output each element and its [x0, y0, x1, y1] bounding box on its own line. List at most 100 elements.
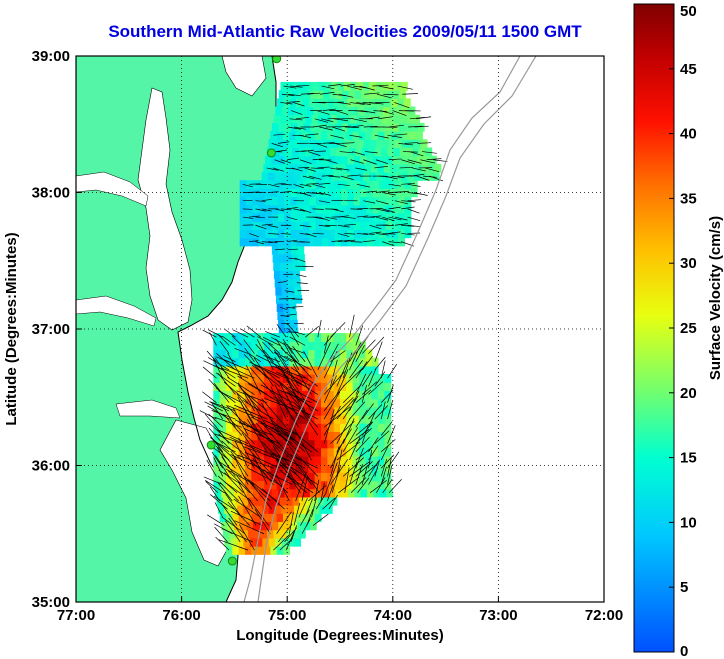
velocity-cell — [322, 237, 329, 247]
velocity-arrow — [228, 418, 255, 444]
velocity-arrow — [224, 328, 236, 338]
velocity-cell — [319, 505, 327, 514]
velocity-arrow — [213, 495, 235, 510]
velocity-cell — [309, 521, 317, 531]
velocity-cell — [244, 357, 252, 367]
colorbar-tick-label: 50 — [680, 3, 697, 20]
velocity-arrow — [255, 216, 266, 219]
velocity-cell — [282, 464, 290, 473]
velocity-arrow — [280, 159, 292, 164]
velocity-cell — [373, 488, 381, 498]
velocity-cell — [300, 139, 308, 149]
velocity-cell — [305, 114, 313, 124]
velocity-cell — [378, 480, 385, 490]
velocity-cell — [366, 488, 374, 498]
velocity-arrow — [288, 512, 294, 534]
velocity-arrow — [407, 159, 422, 164]
velocity-cell — [219, 480, 227, 490]
velocity-cell — [322, 180, 329, 190]
velocity-cell — [232, 365, 240, 375]
velocity-cell — [367, 90, 375, 99]
velocity-cell — [352, 390, 360, 400]
velocity-cell — [346, 341, 354, 351]
velocity-cell — [232, 398, 240, 408]
velocity-cell — [323, 90, 331, 99]
velocity-arrow — [210, 437, 230, 453]
velocity-cell — [263, 464, 271, 473]
velocity-cell — [308, 414, 316, 424]
velocity-arrow — [217, 481, 233, 502]
velocity-cell — [358, 131, 366, 140]
velocity-cell — [270, 546, 278, 555]
velocity-arrow — [222, 355, 236, 363]
velocity-arrow — [268, 241, 278, 243]
velocity-cell — [285, 147, 293, 157]
velocity-cell — [340, 349, 347, 359]
velocity-arrow — [215, 365, 236, 379]
velocity-arrow — [272, 445, 293, 477]
albemarle-sound — [115, 399, 181, 419]
velocity-arrow — [321, 85, 335, 90]
velocity-cell — [270, 357, 278, 367]
velocity-arrow — [363, 200, 376, 204]
velocity-cell — [308, 406, 316, 416]
velocity-arrow — [202, 329, 217, 338]
velocity-arrow — [359, 85, 375, 91]
velocity-cell — [244, 546, 252, 555]
velocity-cell — [314, 131, 322, 140]
velocity-arrow — [243, 354, 268, 379]
velocity-arrow — [337, 224, 350, 228]
velocity-arrow — [288, 328, 300, 346]
velocity-cell — [340, 398, 347, 408]
velocity-arrow — [209, 486, 220, 502]
velocity-arrow — [323, 384, 345, 412]
velocity-cell — [327, 464, 335, 473]
velocity-cell — [314, 406, 322, 416]
velocity-cell — [295, 357, 303, 367]
velocity-cell — [378, 431, 385, 441]
velocity-arrow — [299, 159, 312, 165]
velocity-arrow — [276, 323, 287, 338]
velocity-cell — [295, 431, 303, 441]
isobath-contour-2 — [257, 56, 537, 602]
velocity-cell — [257, 423, 265, 432]
velocity-cell — [270, 398, 278, 408]
velocity-arrow — [387, 465, 393, 485]
velocity-arrow — [242, 399, 274, 420]
velocity-cell — [213, 365, 221, 375]
velocity-cell — [289, 480, 297, 490]
velocity-cell — [244, 447, 252, 457]
velocity-cell — [272, 253, 280, 263]
velocity-cell — [371, 374, 379, 383]
velocity-cell — [257, 341, 265, 351]
velocity-arrow — [234, 440, 249, 469]
velocity-cell — [287, 505, 295, 514]
velocity-cell — [232, 464, 240, 473]
velocity-cell — [295, 480, 303, 490]
stations — [206, 56, 282, 566]
velocity-cell — [301, 439, 309, 449]
velocity-cell — [282, 546, 290, 555]
velocity-cell — [327, 431, 335, 441]
velocity-cell — [308, 390, 316, 400]
velocity-arrows — [199, 84, 448, 551]
velocity-cell — [279, 529, 287, 539]
velocity-cell — [265, 155, 273, 165]
velocity-cell — [335, 488, 343, 498]
isobath-contour-1 — [243, 56, 521, 602]
velocity-cell — [372, 180, 380, 190]
velocity-cell — [276, 365, 284, 375]
velocity-cell — [302, 98, 310, 108]
velocity-cell — [378, 447, 385, 457]
velocity-arrow — [368, 102, 384, 105]
velocity-cell — [320, 480, 328, 490]
velocity-cell — [378, 423, 385, 432]
velocity-arrow — [234, 520, 265, 535]
velocity-arrow — [388, 216, 402, 221]
velocity-arrow — [211, 410, 236, 420]
velocity-arrow — [397, 85, 413, 90]
velocity-cell — [308, 374, 316, 383]
velocity-arrow — [412, 167, 426, 172]
velocity-arrow — [288, 257, 299, 260]
velocity-cell — [371, 447, 379, 457]
